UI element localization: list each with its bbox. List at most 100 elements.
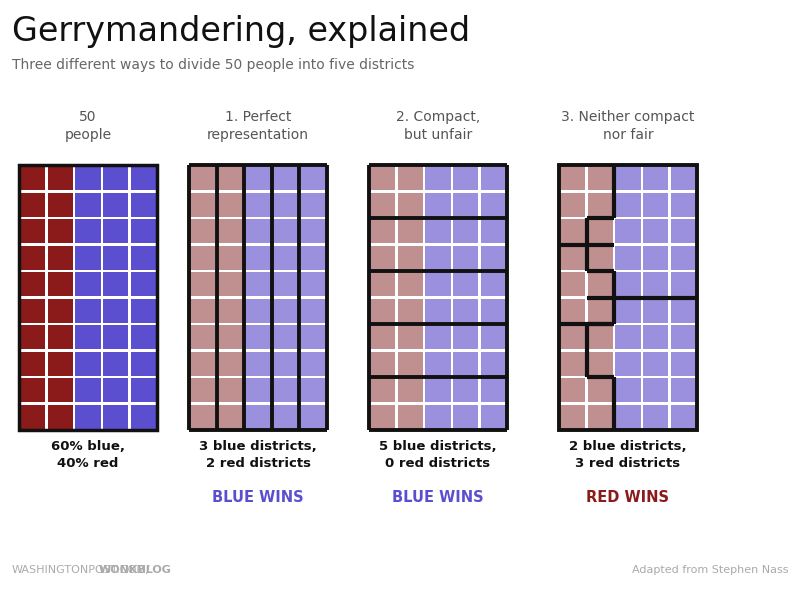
Bar: [588, 378, 613, 402]
Bar: [75, 352, 101, 376]
Bar: [398, 246, 423, 270]
Bar: [75, 272, 101, 296]
Bar: [273, 246, 298, 270]
Bar: [588, 166, 613, 190]
Bar: [426, 352, 450, 376]
Bar: [20, 325, 46, 349]
Text: 50
people: 50 people: [65, 110, 111, 142]
Text: 3. Neither compact
nor fair: 3. Neither compact nor fair: [562, 110, 694, 142]
Text: Adapted from Stephen Nass: Adapted from Stephen Nass: [631, 565, 788, 575]
Bar: [398, 166, 423, 190]
Bar: [103, 405, 128, 429]
Bar: [426, 405, 450, 429]
Bar: [670, 193, 696, 217]
Bar: [190, 378, 215, 402]
Bar: [481, 325, 506, 349]
Text: 3 blue districts,
2 red districts: 3 blue districts, 2 red districts: [199, 440, 317, 470]
Bar: [643, 166, 668, 190]
Bar: [453, 352, 478, 376]
Bar: [588, 272, 613, 296]
Bar: [190, 272, 215, 296]
Bar: [75, 166, 101, 190]
Bar: [130, 378, 156, 402]
Bar: [453, 246, 478, 270]
Bar: [670, 299, 696, 323]
Bar: [453, 193, 478, 217]
Bar: [246, 246, 270, 270]
Bar: [370, 405, 395, 429]
Bar: [273, 272, 298, 296]
Bar: [273, 352, 298, 376]
Bar: [426, 246, 450, 270]
Bar: [301, 246, 326, 270]
Bar: [615, 352, 641, 376]
Bar: [670, 405, 696, 429]
Bar: [670, 246, 696, 270]
Bar: [301, 299, 326, 323]
Bar: [190, 299, 215, 323]
Bar: [20, 378, 46, 402]
Bar: [426, 299, 450, 323]
Bar: [246, 352, 270, 376]
Text: 5 blue districts,
0 red districts: 5 blue districts, 0 red districts: [379, 440, 497, 470]
Bar: [588, 352, 613, 376]
Bar: [218, 166, 243, 190]
Bar: [643, 246, 668, 270]
Bar: [20, 166, 46, 190]
Bar: [190, 405, 215, 429]
Bar: [643, 272, 668, 296]
Bar: [75, 325, 101, 349]
Bar: [218, 325, 243, 349]
Bar: [103, 352, 128, 376]
Bar: [20, 272, 46, 296]
Bar: [370, 166, 395, 190]
Bar: [426, 272, 450, 296]
Bar: [130, 219, 156, 243]
Bar: [615, 405, 641, 429]
Bar: [481, 166, 506, 190]
Bar: [615, 246, 641, 270]
Bar: [273, 378, 298, 402]
Bar: [615, 378, 641, 402]
Bar: [370, 299, 395, 323]
Text: BLUE WINS: BLUE WINS: [392, 490, 484, 505]
Bar: [370, 352, 395, 376]
Bar: [246, 219, 270, 243]
Bar: [103, 219, 128, 243]
Bar: [481, 378, 506, 402]
Bar: [426, 219, 450, 243]
Bar: [615, 166, 641, 190]
Bar: [48, 166, 73, 190]
Bar: [190, 193, 215, 217]
Bar: [48, 272, 73, 296]
Bar: [453, 325, 478, 349]
Bar: [246, 405, 270, 429]
Bar: [426, 193, 450, 217]
Bar: [643, 219, 668, 243]
Bar: [273, 193, 298, 217]
Bar: [370, 246, 395, 270]
Bar: [481, 352, 506, 376]
Bar: [670, 378, 696, 402]
Bar: [398, 405, 423, 429]
Bar: [398, 325, 423, 349]
Bar: [75, 299, 101, 323]
Bar: [643, 193, 668, 217]
Bar: [130, 299, 156, 323]
Bar: [560, 405, 586, 429]
Bar: [588, 299, 613, 323]
Bar: [190, 219, 215, 243]
Bar: [670, 325, 696, 349]
Bar: [588, 325, 613, 349]
Bar: [218, 378, 243, 402]
Bar: [426, 378, 450, 402]
Bar: [370, 325, 395, 349]
Bar: [246, 325, 270, 349]
Bar: [398, 299, 423, 323]
Bar: [453, 166, 478, 190]
Bar: [20, 352, 46, 376]
Bar: [48, 299, 73, 323]
Bar: [453, 219, 478, 243]
Bar: [560, 219, 586, 243]
Bar: [103, 193, 128, 217]
